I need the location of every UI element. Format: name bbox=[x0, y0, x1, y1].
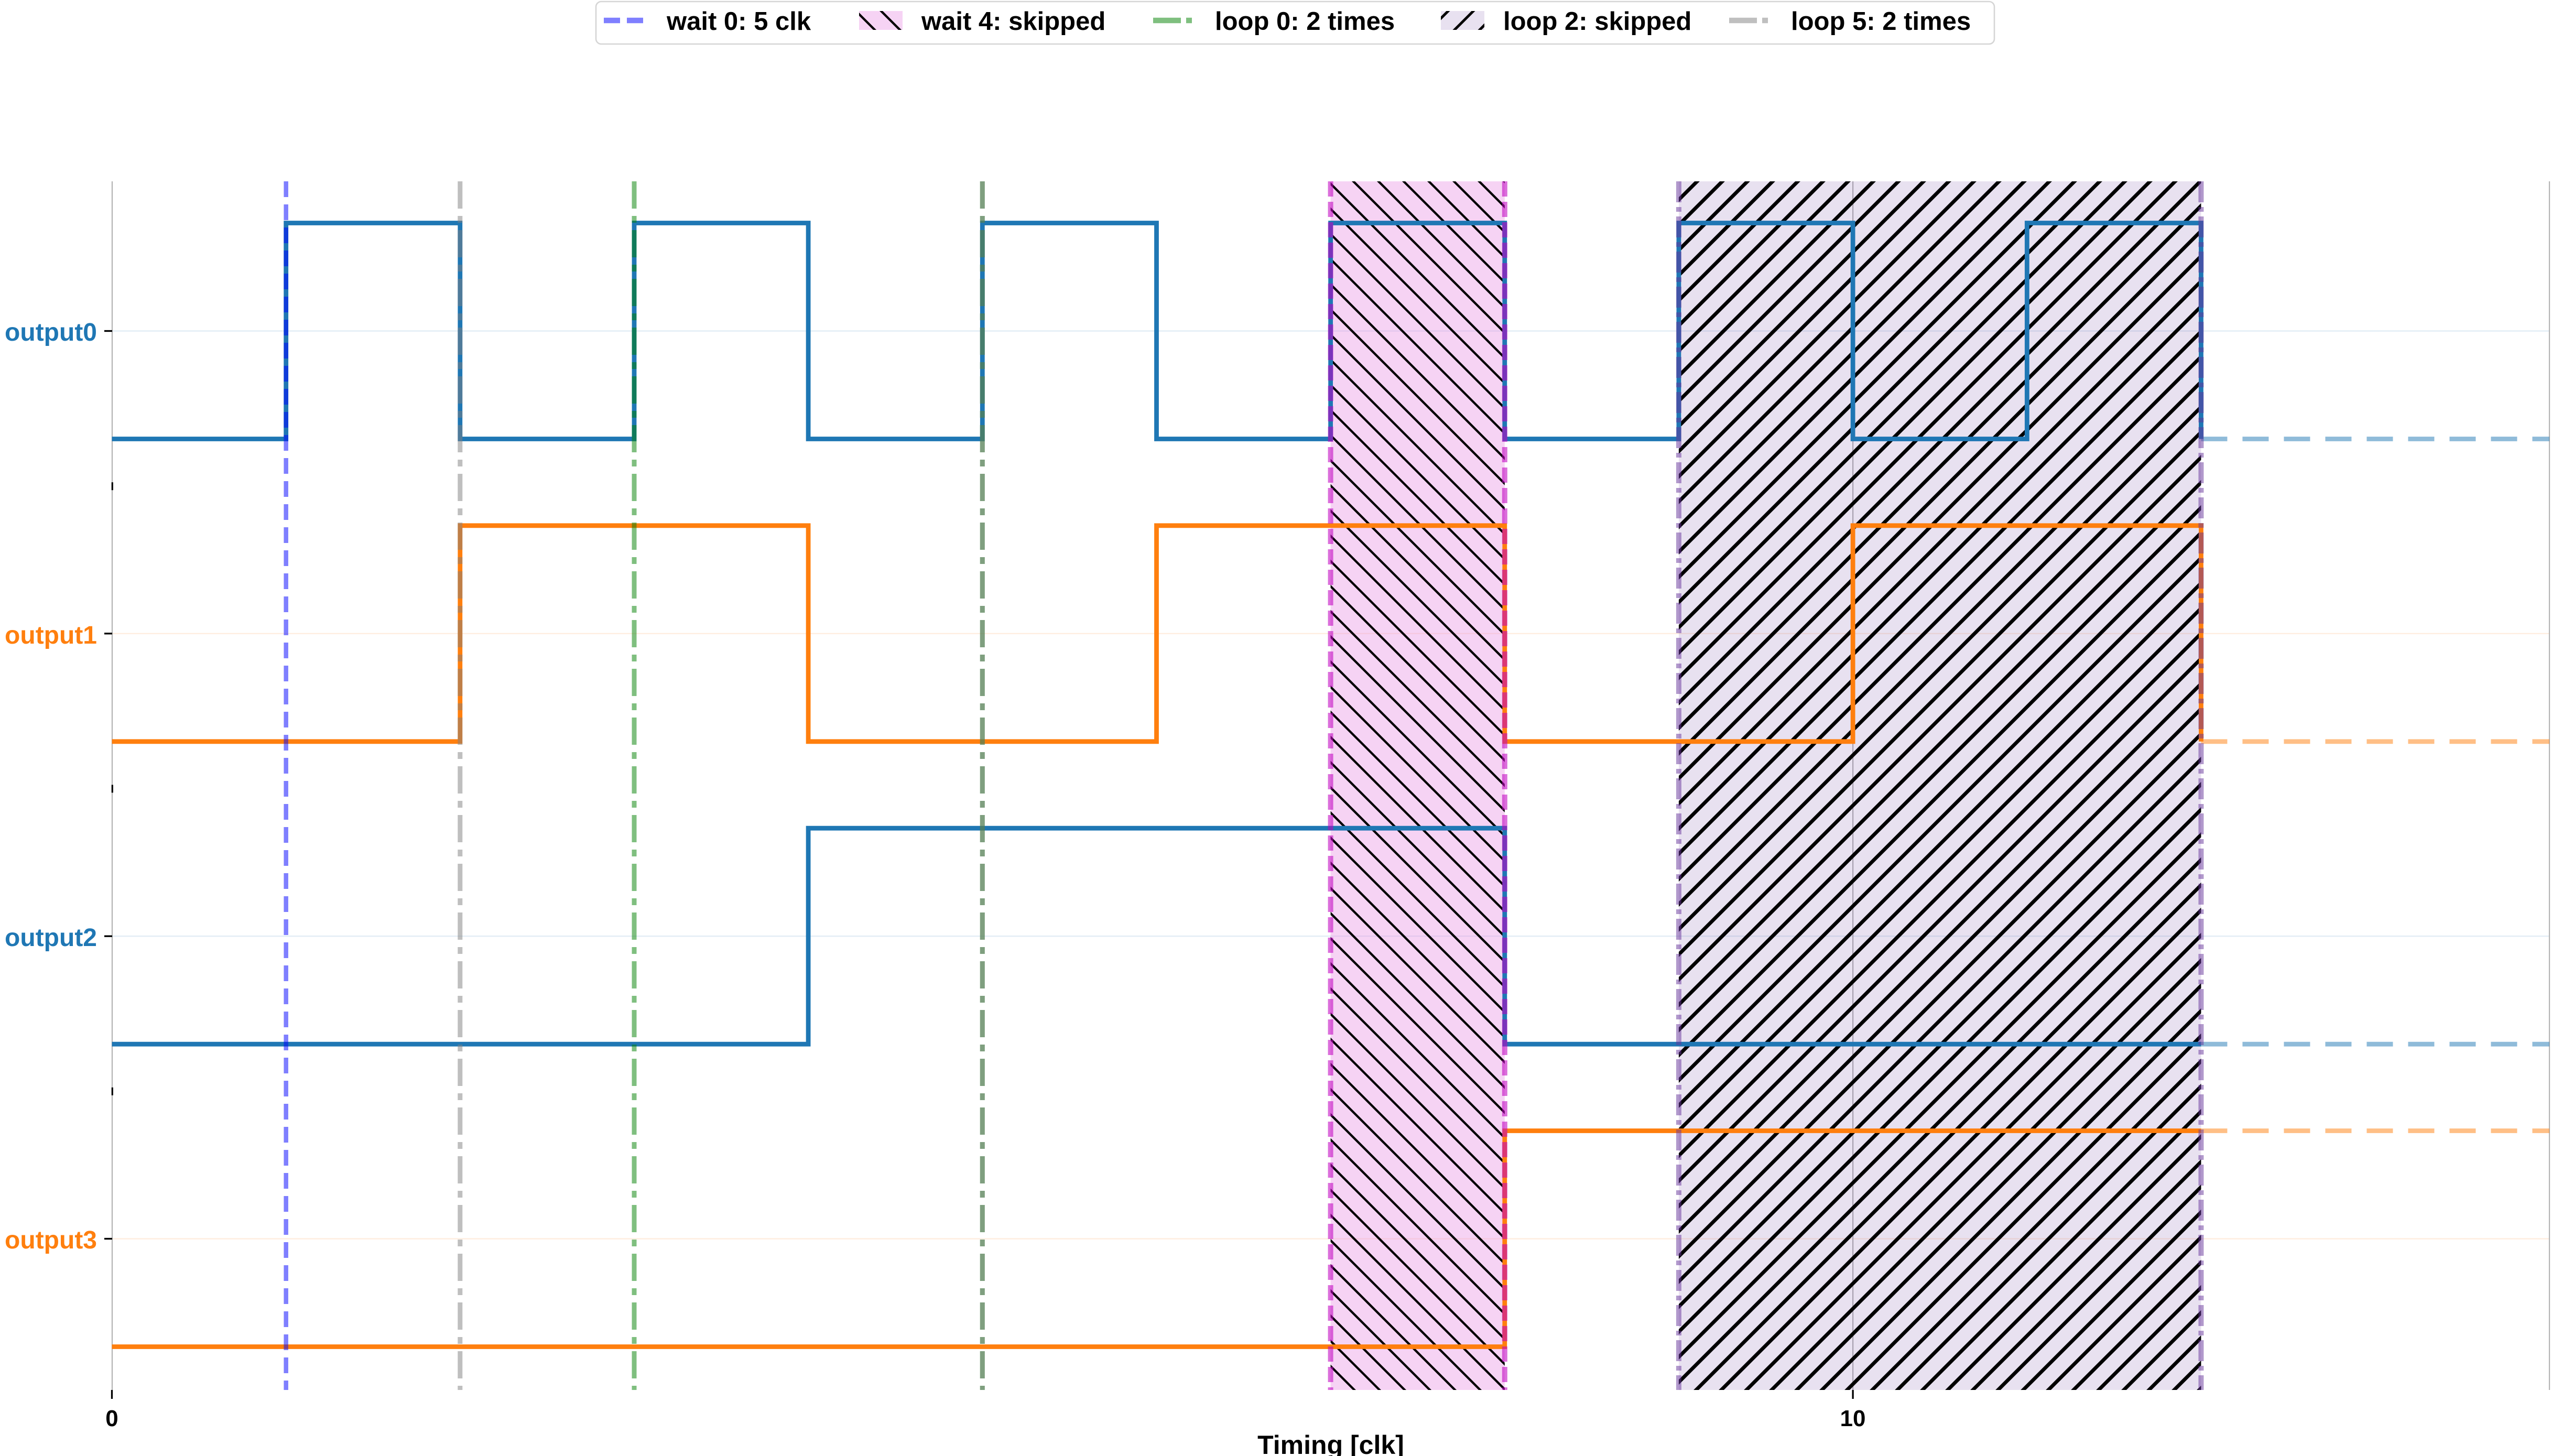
svg-text:loop 2: skipped: loop 2: skipped bbox=[1503, 7, 1691, 36]
svg-text:10: 10 bbox=[1840, 1406, 1866, 1431]
svg-text:wait 0: 5 clk: wait 0: 5 clk bbox=[666, 7, 811, 36]
svg-text:wait 4: skipped: wait 4: skipped bbox=[921, 7, 1105, 36]
svg-text:loop 0: 2 times: loop 0: 2 times bbox=[1215, 7, 1395, 36]
svg-text:output1: output1 bbox=[5, 622, 97, 649]
svg-text:output3: output3 bbox=[5, 1226, 97, 1254]
svg-text:output2: output2 bbox=[5, 924, 97, 952]
svg-text:loop 5: 2 times: loop 5: 2 times bbox=[1791, 7, 1971, 36]
svg-text:Timing [clk]: Timing [clk] bbox=[1257, 1430, 1404, 1456]
svg-text:output0: output0 bbox=[5, 319, 97, 346]
svg-text:0: 0 bbox=[105, 1406, 118, 1431]
